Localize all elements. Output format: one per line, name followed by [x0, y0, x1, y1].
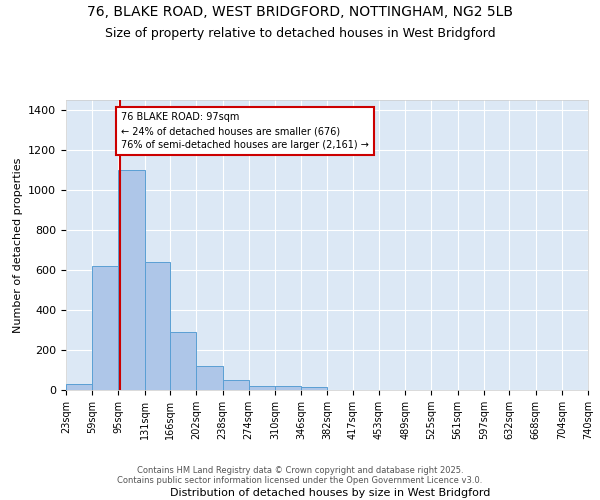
Y-axis label: Number of detached properties: Number of detached properties — [13, 158, 23, 332]
Text: Contains HM Land Registry data © Crown copyright and database right 2025.
Contai: Contains HM Land Registry data © Crown c… — [118, 466, 482, 485]
Bar — [66, 384, 92, 390]
Bar — [92, 266, 118, 390]
Text: Size of property relative to detached houses in West Bridgford: Size of property relative to detached ho… — [104, 28, 496, 40]
Bar — [145, 262, 170, 390]
Bar — [170, 332, 196, 390]
Bar — [118, 170, 145, 390]
Text: 76 BLAKE ROAD: 97sqm
← 24% of detached houses are smaller (676)
76% of semi-deta: 76 BLAKE ROAD: 97sqm ← 24% of detached h… — [121, 112, 369, 150]
Text: 76, BLAKE ROAD, WEST BRIDGFORD, NOTTINGHAM, NG2 5LB: 76, BLAKE ROAD, WEST BRIDGFORD, NOTTINGH… — [87, 5, 513, 19]
Bar — [196, 366, 223, 390]
Bar — [223, 380, 249, 390]
Bar — [275, 386, 301, 390]
Bar — [249, 386, 275, 390]
Bar — [301, 387, 328, 390]
Text: Distribution of detached houses by size in West Bridgford: Distribution of detached houses by size … — [170, 488, 490, 498]
